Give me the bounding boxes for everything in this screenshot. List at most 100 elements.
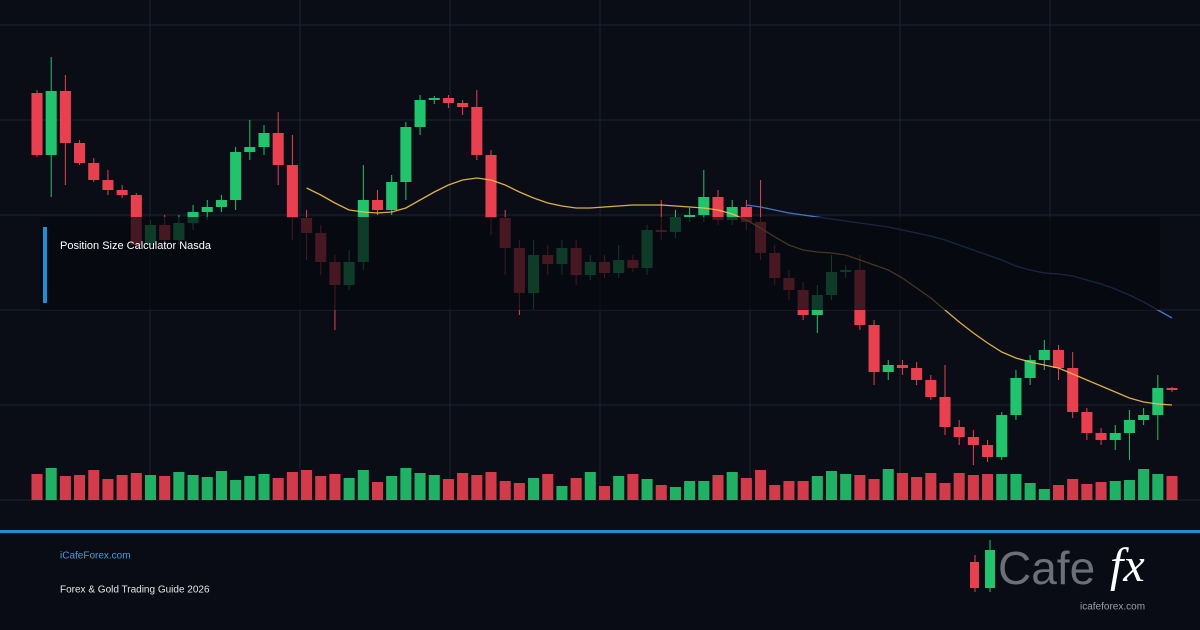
candle-body: [244, 147, 256, 152]
volume-bar: [357, 470, 369, 500]
candle-body: [1010, 378, 1022, 415]
volume-bar: [641, 479, 653, 500]
divider: [0, 530, 1200, 533]
volume-bar: [31, 474, 43, 500]
volume-bar: [996, 474, 1008, 500]
volume-bar: [982, 474, 994, 500]
volume-bar: [102, 479, 114, 500]
volume-bar: [755, 470, 767, 500]
tagline: Forex & Gold Trading Guide 2026: [60, 585, 210, 596]
candle-body: [116, 190, 128, 195]
candle-body: [911, 368, 923, 380]
candle-body: [967, 437, 979, 445]
volume-bar: [1109, 481, 1121, 500]
candle-body: [88, 163, 100, 180]
candle-body: [1038, 350, 1050, 360]
candle-body: [684, 215, 696, 217]
footer: [0, 533, 1200, 630]
volume-bar: [471, 475, 483, 500]
candle-body: [925, 380, 937, 397]
candle-body: [953, 427, 965, 437]
candle-body: [1081, 412, 1093, 433]
volume-bar: [329, 474, 341, 500]
logo-candle: [970, 562, 979, 588]
candle-body: [485, 155, 497, 218]
volume-bar: [1166, 476, 1178, 500]
volume-bar: [655, 485, 667, 500]
volume-bar: [1038, 489, 1050, 500]
volume-bar: [896, 473, 908, 500]
candle-body: [882, 365, 894, 372]
volume-bar: [272, 478, 284, 500]
logo: Cafe fx icafeforex.com: [970, 539, 1145, 613]
site-link[interactable]: iCafeForex.com: [60, 551, 131, 562]
candle-body: [712, 197, 724, 220]
volume-bar: [967, 475, 979, 500]
candle-body: [74, 143, 86, 163]
volume-bar: [144, 475, 157, 500]
candle-body: [1138, 415, 1150, 420]
volume-bar: [1123, 480, 1135, 500]
volume-bar: [513, 483, 525, 500]
overlay-box: [40, 217, 1160, 310]
candle-body: [272, 133, 284, 165]
volume-bar: [499, 481, 511, 500]
volume-bar: [911, 477, 923, 500]
volume-bar: [485, 472, 497, 500]
candle-body: [400, 127, 412, 182]
volume-bar: [882, 469, 894, 500]
volume-bar: [528, 478, 540, 500]
candle-body: [286, 165, 298, 218]
candle-body: [428, 98, 440, 100]
volume-bar: [712, 475, 724, 500]
volume-bar: [371, 482, 384, 500]
candle-body: [201, 207, 213, 212]
volume-bar: [1152, 474, 1164, 500]
candle-body: [698, 197, 710, 215]
volume-bar: [244, 476, 256, 500]
overlay-accent: [43, 227, 47, 303]
candle-body: [1052, 350, 1065, 368]
volume-bar: [187, 475, 199, 500]
volume-bar: [1052, 485, 1065, 500]
candle-body: [1123, 420, 1135, 433]
volume-bar: [116, 475, 128, 500]
candle-body: [939, 397, 951, 427]
logo-candle: [985, 550, 995, 588]
candle-body: [1166, 388, 1178, 390]
volume-bar: [698, 481, 710, 500]
volume-bar: [173, 472, 185, 500]
volume-bar: [442, 479, 454, 500]
candle-body: [59, 91, 71, 143]
volume-bar: [1138, 469, 1150, 500]
logo-accent: fx: [1110, 539, 1145, 592]
volume-bar: [286, 472, 298, 500]
volume-bar: [74, 475, 86, 500]
volume-bar: [939, 483, 951, 500]
candle-body: [230, 152, 242, 200]
volume-bar: [627, 474, 639, 500]
candle-body: [457, 103, 469, 107]
volume-bar: [811, 476, 823, 500]
candle-body: [442, 98, 454, 103]
volume-bar: [868, 479, 880, 500]
volume-bar: [201, 477, 213, 500]
volume-bar: [1024, 483, 1036, 500]
candle-body: [414, 100, 426, 127]
volume-bar: [59, 476, 71, 500]
logo-word: Cafe: [998, 542, 1095, 594]
volume-bar: [726, 472, 738, 500]
volume-bar: [315, 476, 327, 500]
volume-bar: [854, 475, 866, 500]
volume-bar: [669, 487, 681, 500]
volume-bar: [953, 473, 965, 500]
candle-body: [215, 200, 227, 207]
volume-bar: [414, 473, 426, 500]
volume-bar: [215, 471, 227, 500]
volume-bar: [400, 468, 412, 500]
volume-bar: [570, 478, 582, 500]
candle-body: [1152, 388, 1164, 415]
volume-bar: [840, 474, 852, 500]
candle-body: [45, 91, 57, 155]
